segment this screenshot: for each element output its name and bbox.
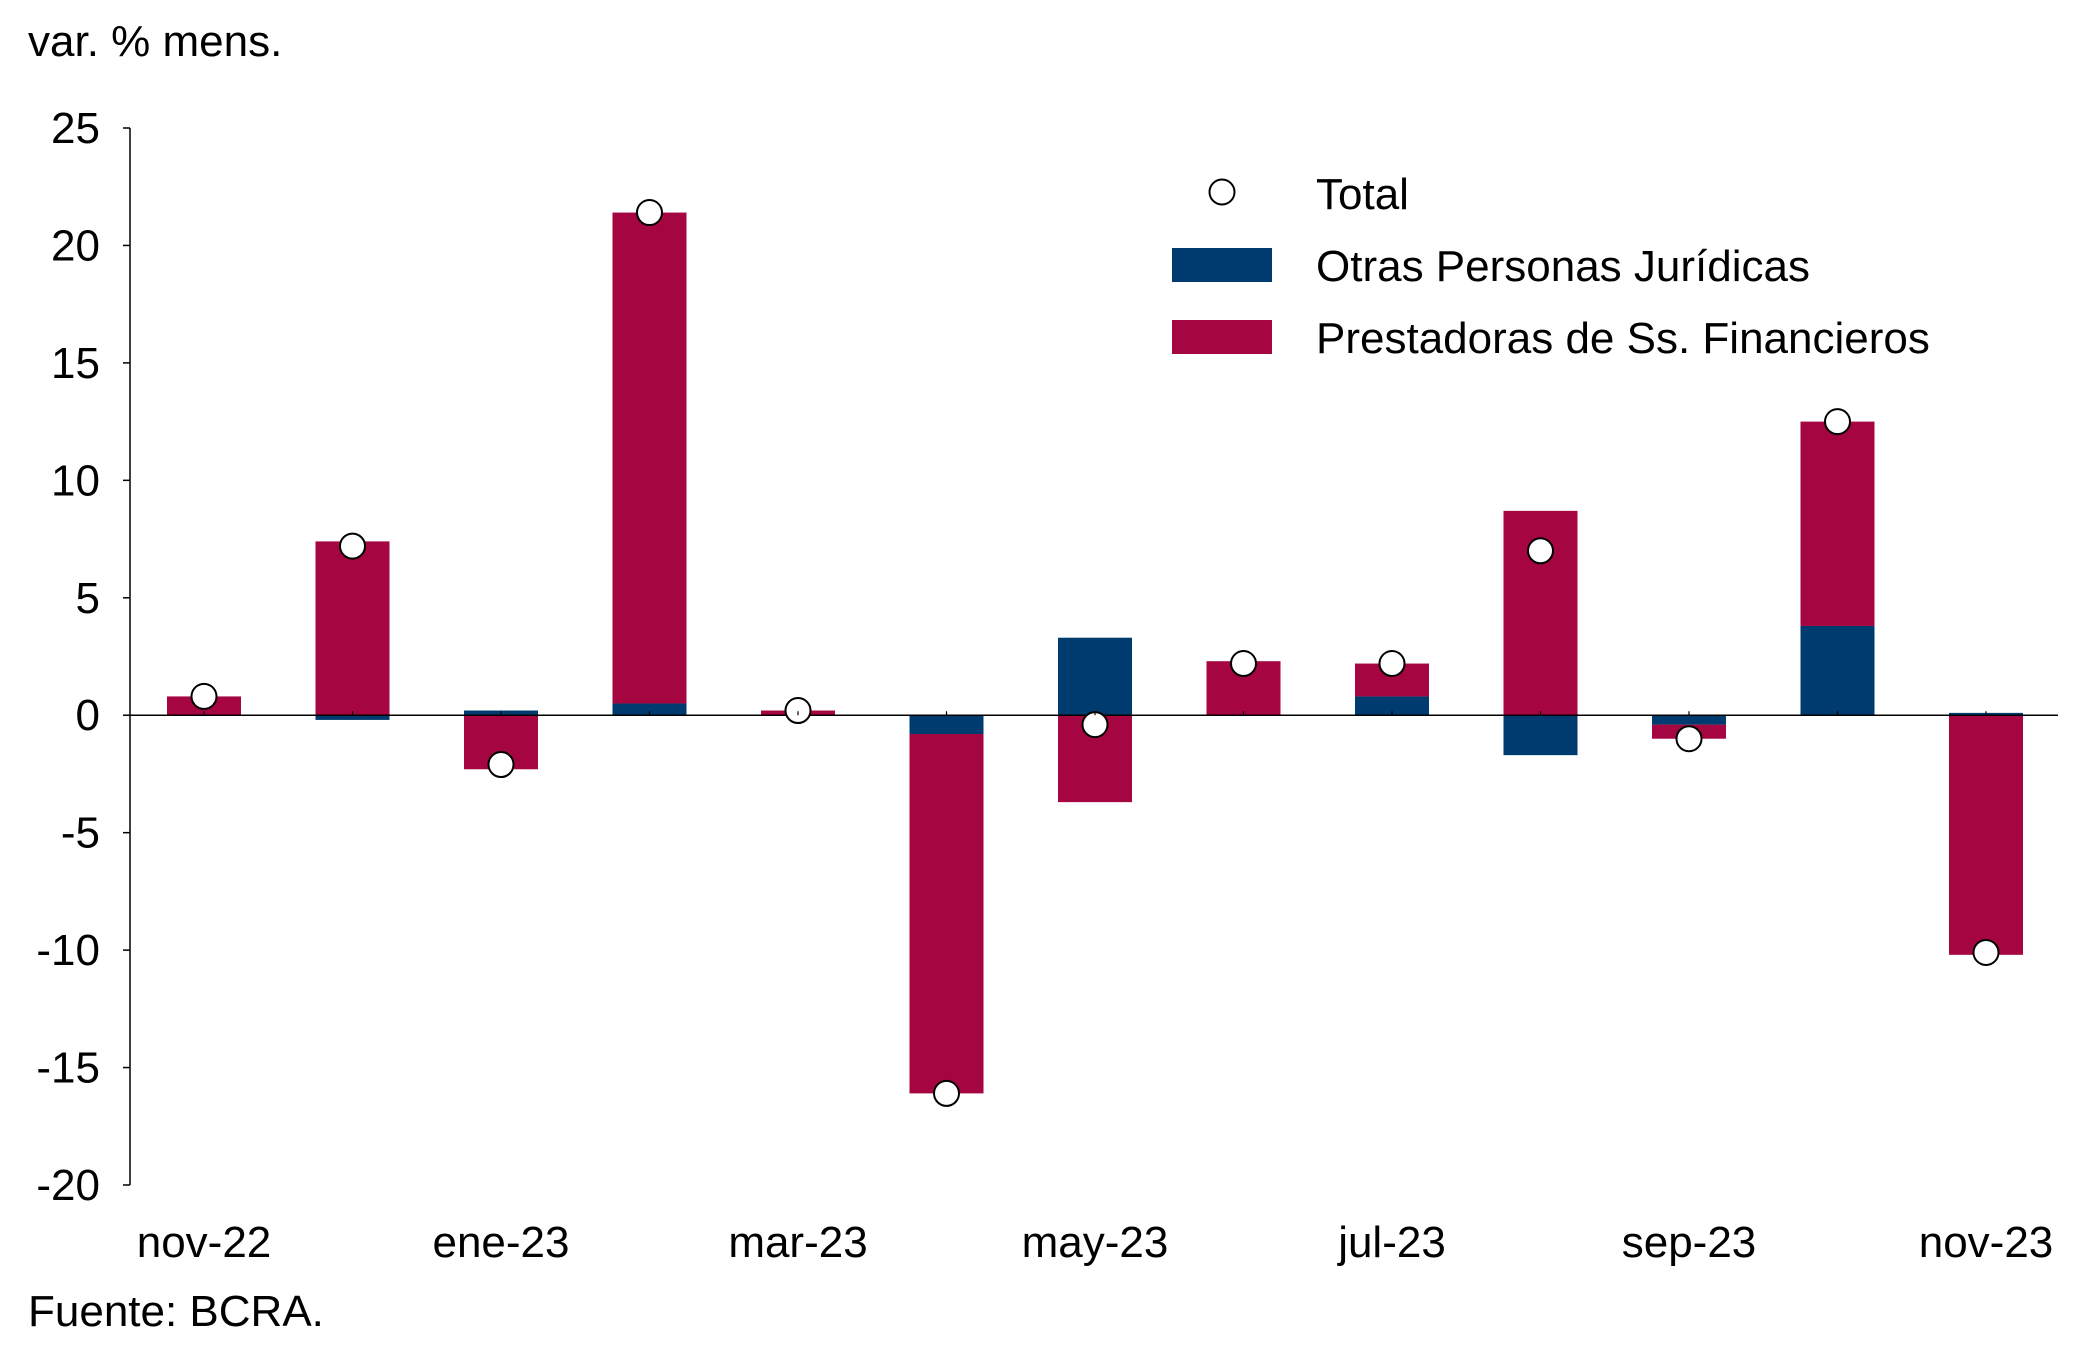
bar-prestadoras-de-ss-financieros-dic-22 (315, 541, 390, 716)
bar-prestadoras-de-ss-financieros-feb-23 (612, 212, 687, 704)
y-tick-label-5: 5 (76, 574, 100, 623)
point-total-nov-23 (1972, 938, 2000, 966)
y-tick-label--5: -5 (61, 809, 100, 858)
y-tick-label--15: -15 (36, 1044, 100, 1093)
x-tick-label-ene-23: ene-23 (432, 1218, 569, 1267)
legend-swatch-prestadoras-de-ss-financieros (1172, 320, 1272, 354)
bar-otras-personas-jur-dicas-may-23 (1058, 637, 1132, 716)
legend-swatch-total (1208, 178, 1236, 206)
plot-area (130, 199, 2058, 1107)
x-tick-label-may-23: may-23 (1022, 1218, 1169, 1267)
legend-swatch-otras-personas-jur-dicas (1172, 248, 1272, 282)
y-tick-label--20: -20 (36, 1161, 100, 1210)
legend-label-prestadoras-de-ss-financieros: Prestadoras de Ss. Financieros (1316, 314, 1930, 363)
point-total-feb-23 (636, 199, 663, 227)
y-tick-label-15: 15 (51, 339, 100, 388)
bar-otras-personas-jur-dicas-feb-23 (612, 703, 687, 716)
source-note: Fuente: BCRA. (28, 1287, 324, 1336)
y-tick-label-20: 20 (51, 221, 100, 270)
bar-otras-personas-jur-dicas-ago-23 (1503, 715, 1578, 756)
bar-prestadoras-de-ss-financieros-oct-23 (1800, 421, 1875, 626)
y-tick-label-25: 25 (51, 104, 100, 153)
x-tick-label-sep-23: sep-23 (1622, 1218, 1757, 1267)
bar-otras-personas-jur-dicas-dic-22 (315, 715, 390, 720)
point-total-sep-23 (1675, 725, 1703, 753)
x-axis: nov-22 ene-23 mar-23 may-23 jul-23 sep-23 nov-… (137, 711, 2054, 1267)
point-total-dic-22 (339, 532, 366, 560)
point-total-jun-23 (1230, 650, 1257, 678)
bar-otras-personas-jur-dicas-sep-23 (1652, 715, 1726, 725)
bar-prestadoras-de-ss-financieros-nov-23 (1949, 715, 2023, 955)
point-total-oct-23 (1824, 408, 1851, 436)
y-tick-label--10: -10 (36, 926, 100, 975)
point-total-may-23 (1081, 711, 1109, 739)
x-tick-label-mar-23: mar-23 (728, 1218, 867, 1267)
point-total-jul-23 (1378, 650, 1406, 678)
point-total-nov-22 (190, 682, 218, 710)
y-tick-label-10: 10 (51, 456, 100, 505)
point-total-abr-23 (933, 1079, 960, 1107)
point-total-ene-23 (487, 751, 515, 779)
bar-otras-personas-jur-dicas-oct-23 (1800, 625, 1875, 716)
y-axis: 25 20 15 10 5 0 -5 -10 -15 -20 (36, 104, 131, 1210)
legend-label-total: Total (1316, 170, 1409, 219)
point-total-mar-23 (784, 697, 812, 725)
legend-label-otras-personas-jur-dicas: Otras Personas Jurídicas (1316, 242, 1810, 291)
x-tick-label-nov-22: nov-22 (137, 1218, 272, 1267)
bar-prestadoras-de-ss-financieros-abr-23 (909, 734, 984, 1094)
x-tick-label-nov-23: nov-23 (1919, 1218, 2054, 1267)
y-tick-label-0: 0 (76, 691, 100, 740)
bar-otras-personas-jur-dicas-jul-23 (1355, 696, 1429, 716)
x-tick-label-jul-23: jul-23 (1336, 1218, 1446, 1267)
point-total-ago-23 (1527, 537, 1554, 565)
y-axis-label: var. % mens. (28, 17, 282, 66)
bar-otras-personas-jur-dicas-abr-23 (909, 715, 984, 735)
legend: Total Otras Personas Jurídicas Prestadoras… (1172, 170, 1930, 363)
